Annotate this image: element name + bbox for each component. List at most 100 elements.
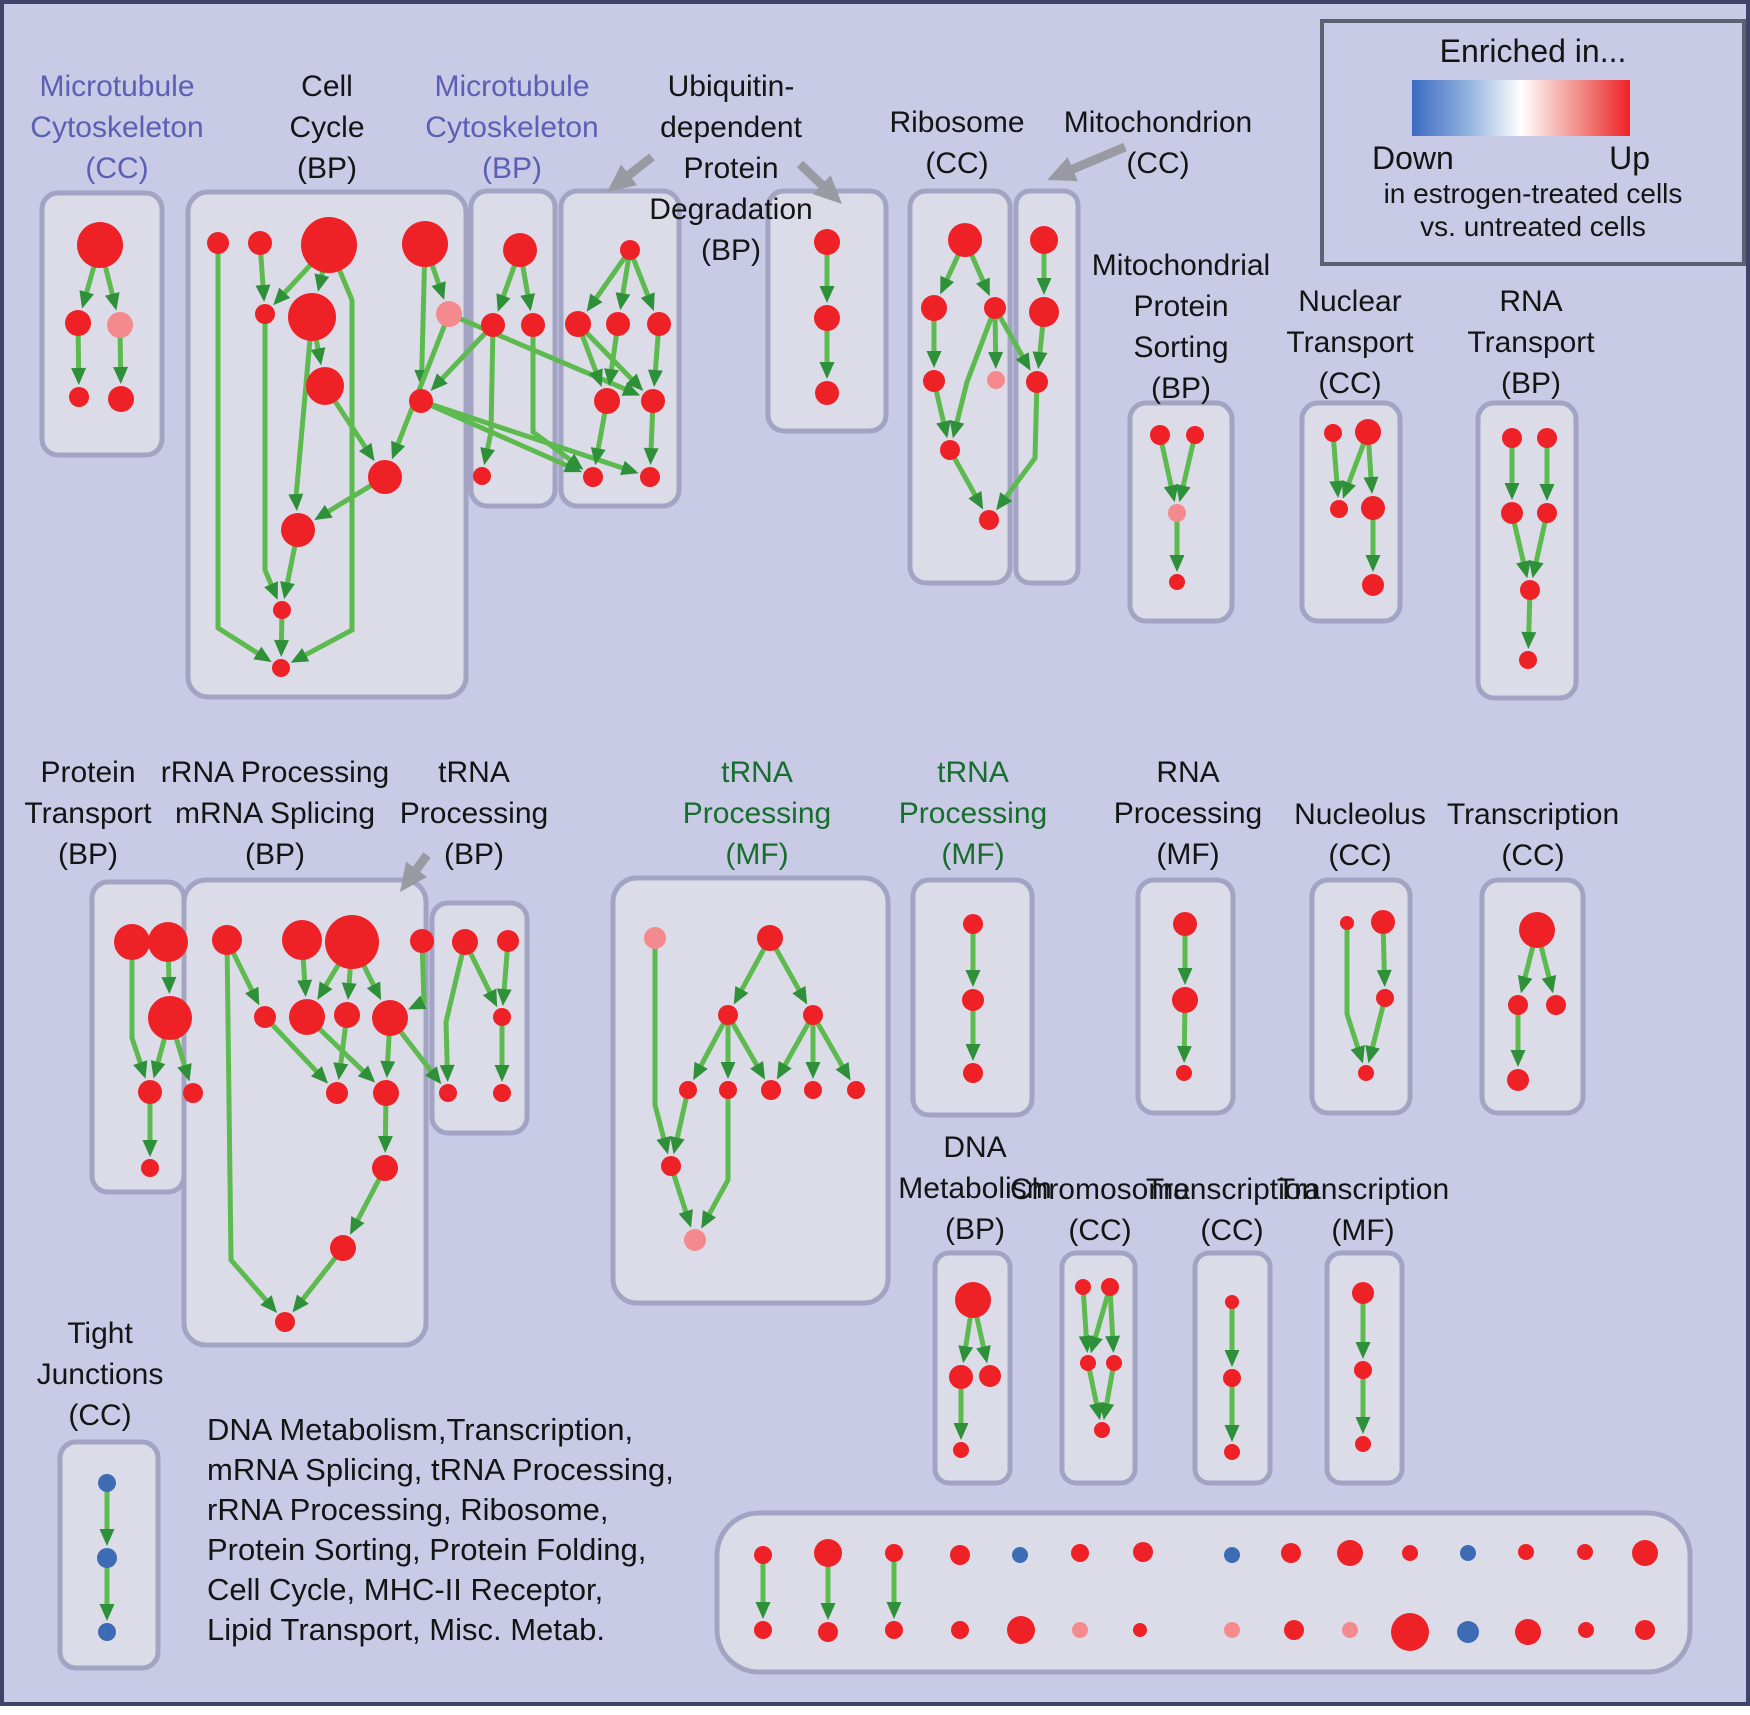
misc-categories-note: DNA Metabolism,Transcription, mRNA Splici… bbox=[207, 1412, 674, 1647]
node-tm7 bbox=[761, 1080, 781, 1100]
edge-arrowhead-cc3-cc5 bbox=[273, 287, 291, 306]
node-bm8b bbox=[1224, 1622, 1240, 1638]
edge-arrowhead-cc7-ub6 bbox=[621, 381, 641, 396]
node-ts3 bbox=[963, 1063, 983, 1083]
edge-mb3-ub7 bbox=[530, 325, 577, 466]
node-bm3t bbox=[885, 1544, 903, 1562]
label-tight-junctions: Tight Junctions (CC) bbox=[36, 1317, 164, 1432]
edge-arrowhead-rb3-mt3 bbox=[1015, 352, 1031, 371]
node-mt1 bbox=[1030, 226, 1058, 254]
node-rr9 bbox=[326, 1082, 348, 1104]
node-q1 bbox=[814, 229, 840, 255]
edge-arrowhead-tj1-tj2 bbox=[99, 1529, 115, 1546]
node-mb2 bbox=[481, 313, 505, 337]
label-ubiquitin: Ubiquitin-dependent Protein Degradation (BP… bbox=[649, 70, 813, 267]
node-cc1 bbox=[207, 232, 229, 254]
callout-trna-bp-head bbox=[400, 861, 428, 892]
node-ub1 bbox=[620, 240, 640, 260]
node-bm13b bbox=[1515, 1619, 1541, 1645]
node-pt1 bbox=[114, 924, 150, 960]
node-bm1t bbox=[754, 1546, 772, 1564]
edge-arrowhead-rr7-rr9 bbox=[333, 1062, 349, 1081]
label-trna-processing-mf-1: tRNA Processing (MF) bbox=[682, 756, 832, 871]
edge-arrowhead-rt1-rt3 bbox=[1504, 483, 1520, 500]
edge-arrowhead-nu3-nu4 bbox=[1365, 1044, 1380, 1064]
edge-rb3-rb6 bbox=[952, 307, 998, 430]
edge-arrowhead-cc3-cc13 bbox=[290, 648, 310, 663]
node-t33 bbox=[1224, 1444, 1240, 1460]
node-bm4b bbox=[951, 1621, 969, 1639]
edge-arrowhead-cc1-cc13 bbox=[253, 646, 272, 663]
node-ms3 bbox=[1168, 504, 1186, 522]
label-rna-processing-mf: RNA Processing (MF) bbox=[1113, 756, 1263, 871]
node-ub8 bbox=[640, 467, 660, 487]
node-rt5 bbox=[1520, 580, 1540, 600]
node-ch1 bbox=[1075, 1279, 1091, 1295]
edge-arrowhead-rr6-rr10 bbox=[357, 1065, 376, 1083]
edge-ch3-ch5 bbox=[1085, 1362, 1101, 1411]
node-bm12b bbox=[1457, 1621, 1479, 1643]
node-bm7b bbox=[1133, 1623, 1147, 1637]
node-mc4 bbox=[69, 387, 89, 407]
edge-arrowhead-nt1-nt3 bbox=[1329, 480, 1345, 499]
edge-arrowhead-tc1-tc3 bbox=[1541, 975, 1557, 994]
node-tc4 bbox=[1507, 1069, 1529, 1091]
node-bm15b bbox=[1635, 1620, 1655, 1640]
edge-arrowhead-mb2-mb4 bbox=[480, 447, 495, 466]
node-bm9b bbox=[1284, 1620, 1304, 1640]
node-rr12 bbox=[330, 1235, 356, 1261]
node-cc13 bbox=[272, 659, 290, 677]
node-tb3 bbox=[493, 1008, 511, 1026]
node-bm14b bbox=[1578, 1622, 1594, 1638]
edge-arrowhead-rb1-rb3 bbox=[976, 277, 990, 297]
node-tf1 bbox=[1352, 1282, 1374, 1304]
edge-arrowhead-ub6-ub8 bbox=[643, 447, 659, 466]
node-ms2 bbox=[1186, 426, 1204, 444]
edge-arrowhead-cc6-cc11 bbox=[288, 493, 304, 512]
node-tc3 bbox=[1546, 995, 1566, 1015]
edge-arrowhead-mt3-rb7 bbox=[996, 492, 1013, 511]
edge-arrowhead-cc10-cc11 bbox=[314, 504, 333, 521]
legend-gradient-bar bbox=[1412, 80, 1630, 136]
edge-arrowhead-rr10-rr11 bbox=[377, 1135, 393, 1154]
node-pt2 bbox=[148, 922, 188, 962]
edge-arrowhead-tm10-tm11 bbox=[678, 1209, 693, 1228]
edge-arrowhead-rb3-rb5 bbox=[988, 351, 1004, 370]
edge-arrowhead-bm2t-bm2b bbox=[820, 1603, 836, 1620]
edge-arrowhead-rr11-rr12 bbox=[349, 1216, 365, 1235]
node-mt3 bbox=[1026, 371, 1048, 393]
group-box-nuclear-transport-box bbox=[1299, 400, 1403, 624]
label-trna-processing-mf-2: tRNA Processing (MF) bbox=[898, 756, 1048, 871]
node-rt3 bbox=[1501, 502, 1523, 524]
edge-arrowhead-rr5-rr9 bbox=[310, 1066, 329, 1084]
edge-arrowhead-cc5-cc12 bbox=[264, 581, 278, 600]
node-nt3 bbox=[1330, 500, 1348, 518]
node-ub3 bbox=[606, 312, 630, 336]
node-tc2 bbox=[1508, 995, 1528, 1015]
node-rb7 bbox=[979, 510, 999, 530]
edge-arrowhead-ub2-ub5 bbox=[588, 368, 603, 387]
edge-arrowhead-rr1-rr5 bbox=[244, 986, 260, 1006]
node-tm6 bbox=[719, 1081, 737, 1099]
edge-mb2-cc9 bbox=[435, 323, 495, 386]
node-tm1 bbox=[644, 927, 666, 949]
node-rb3 bbox=[984, 297, 1006, 319]
group-box-dna-metabolism-box bbox=[932, 1250, 1013, 1486]
node-nt1 bbox=[1324, 424, 1342, 442]
node-ch4 bbox=[1106, 1355, 1122, 1371]
edge-arrowhead-tm1-tm10 bbox=[656, 1136, 671, 1155]
node-cc9 bbox=[409, 389, 433, 413]
edge-nt1-nt3 bbox=[1330, 432, 1340, 489]
node-rp3 bbox=[1176, 1065, 1192, 1081]
label-nuclear-transport: Nuclear Transport (CC) bbox=[1286, 285, 1414, 400]
edge-ch2-ch4 bbox=[1107, 1286, 1116, 1344]
edge-arrowhead-tm2-tm4 bbox=[792, 986, 808, 1005]
node-rb1 bbox=[948, 223, 982, 257]
node-tm5 bbox=[679, 1081, 697, 1099]
node-mb3 bbox=[521, 313, 545, 337]
node-nu2 bbox=[1371, 910, 1395, 934]
edge-arrowhead-ms3-ms4 bbox=[1169, 555, 1185, 572]
edge-arrowhead-ub3-ub5 bbox=[604, 368, 619, 387]
node-tc1 bbox=[1519, 912, 1555, 948]
